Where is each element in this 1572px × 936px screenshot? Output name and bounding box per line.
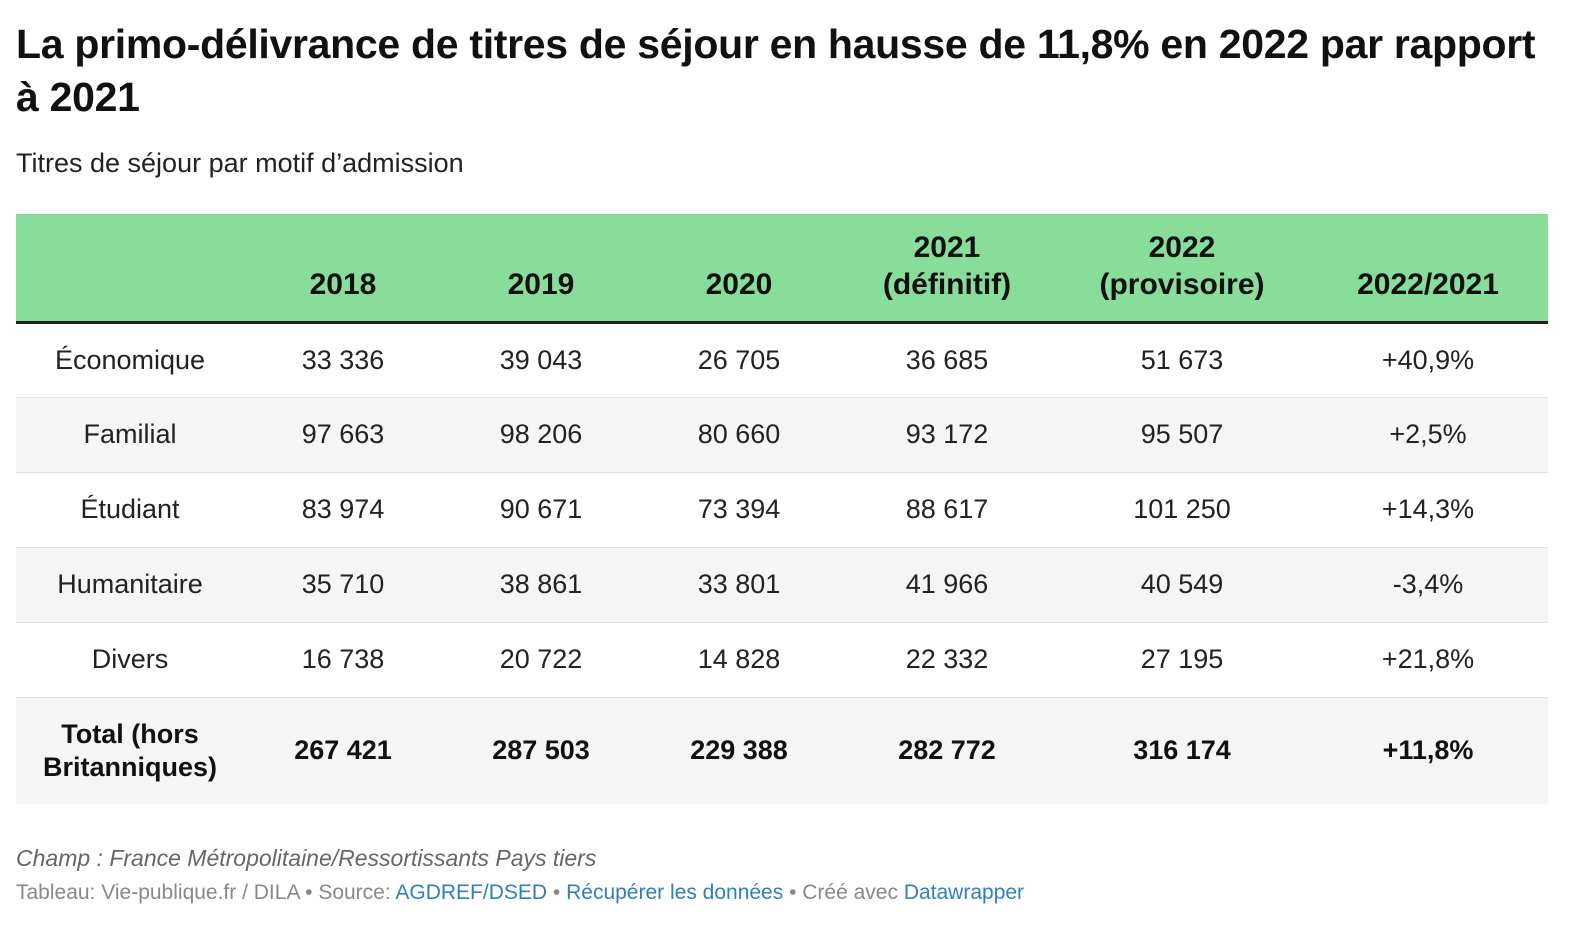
credit-prefix: Tableau: Vie-publique.fr / DILA • Source… <box>16 881 396 904</box>
cell-2020: 80 660 <box>640 397 838 473</box>
cell-2021: 88 617 <box>838 472 1056 548</box>
cell-2021: 93 172 <box>838 397 1056 473</box>
total-label-line2: Britanniques) <box>42 751 217 782</box>
table-row: Étudiant 83 974 90 671 73 394 88 617 101… <box>16 472 1548 548</box>
cell-2020: 73 394 <box>640 472 838 548</box>
cell-2019: 20 722 <box>442 622 640 698</box>
cell-2022: 40 549 <box>1056 547 1308 623</box>
cell-2022: 51 673 <box>1056 322 1308 398</box>
row-label: Divers <box>16 622 244 698</box>
total-label: Total (hors Britanniques) <box>16 697 244 804</box>
header-cell-2021: 2021 (définitif) <box>838 214 1056 324</box>
header-cell-2020: 2020 <box>640 214 838 324</box>
chart-title: La primo-délivrance de titres de séjour … <box>16 21 1536 120</box>
row-label: Familial <box>16 397 244 473</box>
header-2021-year: 2021 <box>913 230 981 264</box>
row-label: Étudiant <box>16 472 244 548</box>
cell-change: +14,3% <box>1308 472 1548 548</box>
cell-2018: 35 710 <box>244 547 442 623</box>
total-2020: 229 388 <box>640 697 838 804</box>
total-2019: 287 503 <box>442 697 640 804</box>
chart-subtitle: Titres de séjour par motif d’admission <box>16 148 464 178</box>
chart-header: La primo-délivrance de titres de séjour … <box>16 18 1548 180</box>
header-2022-status: (provisoire) <box>1099 267 1265 301</box>
total-label-line1: Total (hors <box>61 718 199 749</box>
table-row: Humanitaire 35 710 38 861 33 801 41 966 … <box>16 547 1548 623</box>
source-link[interactable]: AGDREF/DSED <box>395 881 548 904</box>
download-data-link[interactable]: Récupérer les données <box>566 881 784 904</box>
cell-2022: 95 507 <box>1056 397 1308 473</box>
table-header: 2018 2019 2020 2021 (définitif) 2022 (prov… <box>16 214 1548 324</box>
cell-2021: 41 966 <box>838 547 1056 623</box>
total-2022: 316 174 <box>1056 697 1308 804</box>
credit-separator-2: • Créé avec <box>783 881 904 904</box>
cell-2018: 16 738 <box>244 622 442 698</box>
table-row: Divers 16 738 20 722 14 828 22 332 27 19… <box>16 622 1548 698</box>
cell-change: +2,5% <box>1308 397 1548 473</box>
cell-2018: 83 974 <box>244 472 442 548</box>
cell-2022: 101 250 <box>1056 472 1308 548</box>
cell-2020: 33 801 <box>640 547 838 623</box>
cell-change: +21,8% <box>1308 622 1548 698</box>
header-cell-2018: 2018 <box>244 214 442 324</box>
cell-2020: 26 705 <box>640 322 838 398</box>
row-label: Économique <box>16 322 244 398</box>
data-table: 2018 2019 2020 2021 (définitif) 2022 (prov… <box>16 214 1548 804</box>
cell-2019: 90 671 <box>442 472 640 548</box>
total-2021: 282 772 <box>838 697 1056 804</box>
header-cell-category <box>16 214 244 324</box>
cell-2019: 38 861 <box>442 547 640 623</box>
table-row: Familial 97 663 98 206 80 660 93 172 95 … <box>16 397 1548 473</box>
cell-2022: 27 195 <box>1056 622 1308 698</box>
cell-change: -3,4% <box>1308 547 1548 623</box>
cell-2018: 97 663 <box>244 397 442 473</box>
cell-change: +40,9% <box>1308 322 1548 398</box>
cell-2021: 22 332 <box>838 622 1056 698</box>
header-cell-2019: 2019 <box>442 214 640 324</box>
credits-line: Tableau: Vie-publique.fr / DILA • Source… <box>16 879 1556 907</box>
header-2021-status: (définitif) <box>882 267 1012 301</box>
header-2022-year: 2022 <box>1148 230 1216 264</box>
credit-separator: • <box>547 881 567 904</box>
datawrapper-link[interactable]: Datawrapper <box>903 881 1025 904</box>
cell-2019: 39 043 <box>442 322 640 398</box>
header-row: 2018 2019 2020 2021 (définitif) 2022 (prov… <box>16 214 1548 324</box>
cell-2020: 14 828 <box>640 622 838 698</box>
table-body: Économique 33 336 39 043 26 705 36 685 5… <box>16 322 1548 804</box>
header-cell-2022: 2022 (provisoire) <box>1056 214 1308 324</box>
total-2018: 267 421 <box>244 697 442 804</box>
cell-2018: 33 336 <box>244 322 442 398</box>
chart-footer: Champ : France Métropolitaine/Ressortiss… <box>16 843 1556 907</box>
total-row: Total (hors Britanniques) 267 421 287 503… <box>16 697 1548 804</box>
total-change: +11,8% <box>1308 697 1548 804</box>
header-cell-change: 2022/2021 <box>1308 214 1548 324</box>
table-row: Économique 33 336 39 043 26 705 36 685 5… <box>16 322 1548 398</box>
cell-2021: 36 685 <box>838 322 1056 398</box>
scope-note: Champ : France Métropolitaine/Ressortiss… <box>16 845 597 871</box>
cell-2019: 98 206 <box>442 397 640 473</box>
row-label: Humanitaire <box>16 547 244 623</box>
